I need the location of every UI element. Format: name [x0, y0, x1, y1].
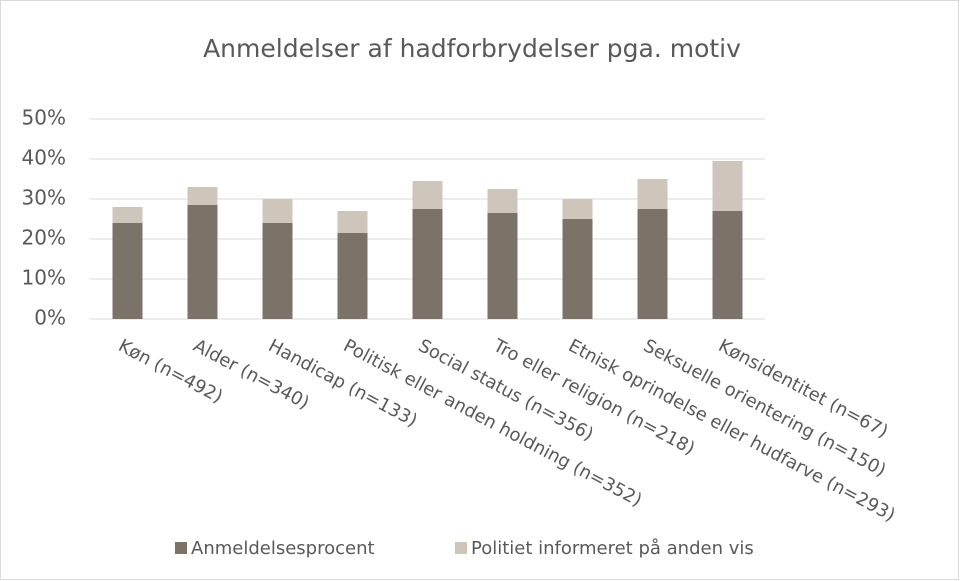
y-tick-label: 0% [34, 306, 66, 330]
legend-swatch [175, 542, 187, 554]
bar-segment [487, 189, 518, 213]
bar-segment [112, 207, 143, 223]
bar-segment [487, 213, 518, 319]
bar-segment [562, 219, 593, 319]
bar-segment [187, 205, 218, 319]
legend-swatch [455, 542, 467, 554]
bar-segment [412, 181, 443, 209]
bar-segment [337, 233, 368, 319]
legend-label: Anmeldelsesprocent [191, 538, 375, 559]
bar-segment [412, 209, 443, 319]
bar-segment [712, 211, 743, 319]
bar-segment [262, 223, 293, 319]
y-tick-label: 40% [22, 146, 66, 170]
bar-segment [637, 209, 668, 319]
bar-segment [112, 223, 143, 319]
bar-segment [337, 211, 368, 233]
y-tick-label: 20% [22, 226, 66, 250]
legend-label: Politiet informeret på anden vis [471, 538, 754, 559]
y-tick-label: 30% [22, 186, 66, 210]
y-tick-label: 50% [22, 106, 66, 130]
bar-segment [562, 199, 593, 219]
chart-title: Anmeldelser af hadforbrydelser pga. moti… [203, 34, 741, 63]
bar-segment [712, 161, 743, 211]
bar-segment [262, 199, 293, 223]
bar-segment [187, 187, 218, 205]
bar-segment [637, 179, 668, 209]
y-tick-label: 10% [22, 266, 66, 290]
